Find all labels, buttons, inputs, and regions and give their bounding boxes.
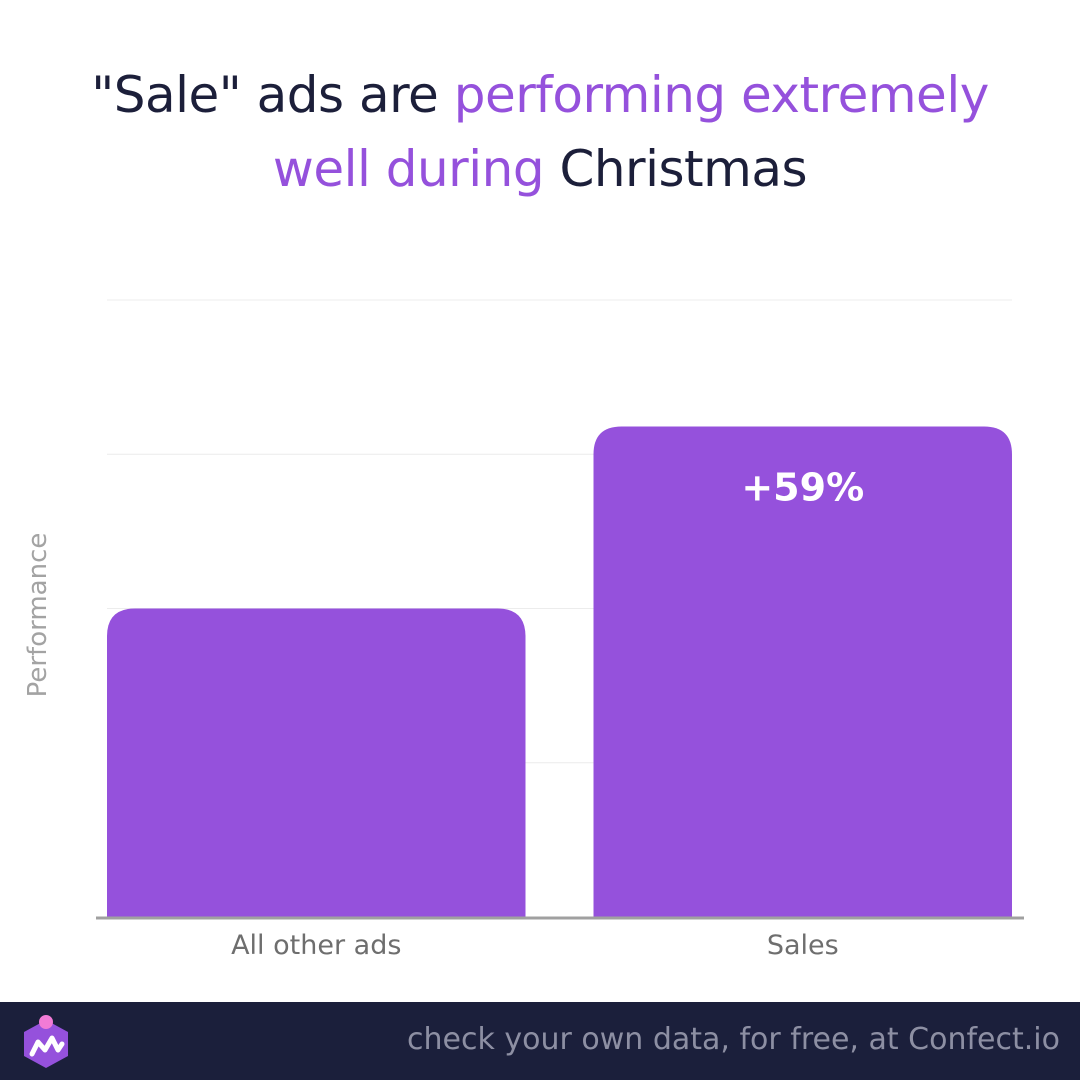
footer-bar: check your own data, for free, at Confec… bbox=[0, 1002, 1080, 1080]
chart-title: "Sale" ads are performing extremely well… bbox=[0, 58, 1080, 206]
x-tick-label: Sales bbox=[767, 930, 839, 961]
bar-chart: All other ads Sales +59% bbox=[96, 299, 1024, 961]
title-part-3: well during bbox=[272, 140, 545, 198]
confect-logo-icon bbox=[24, 1015, 68, 1068]
bar-sales bbox=[593, 426, 1012, 917]
data-label: +59% bbox=[741, 465, 864, 509]
title-part-1: "Sale" ads are bbox=[91, 66, 454, 124]
x-tick-label: All other ads bbox=[231, 930, 401, 961]
bar-all-other-ads bbox=[107, 608, 526, 917]
title-part-2: performing extremely bbox=[453, 66, 990, 124]
footer-text: check your own data, for free, at Confec… bbox=[407, 1022, 1060, 1057]
y-axis-label: Performance bbox=[23, 532, 53, 698]
title-part-4: Christmas bbox=[544, 140, 808, 198]
